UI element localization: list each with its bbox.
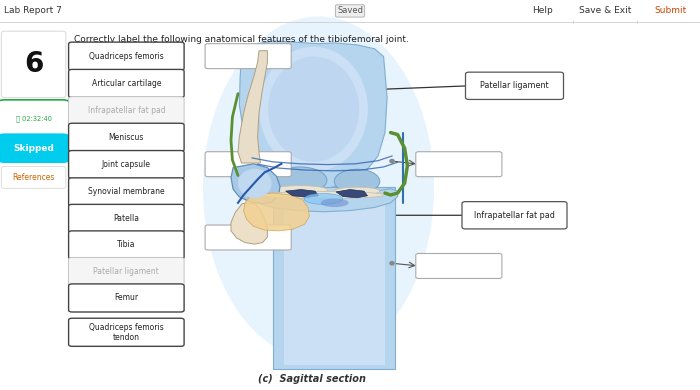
Polygon shape xyxy=(336,190,368,198)
Ellipse shape xyxy=(268,57,359,162)
FancyBboxPatch shape xyxy=(205,225,291,250)
Text: (c)  Sagittal section: (c) Sagittal section xyxy=(258,374,365,384)
FancyBboxPatch shape xyxy=(1,31,66,98)
FancyBboxPatch shape xyxy=(69,151,184,179)
FancyBboxPatch shape xyxy=(69,178,184,206)
Text: Saved: Saved xyxy=(337,6,363,16)
Text: Submit: Submit xyxy=(654,6,687,16)
Ellipse shape xyxy=(203,16,434,360)
Ellipse shape xyxy=(304,193,343,204)
Text: Femur: Femur xyxy=(114,293,139,303)
FancyBboxPatch shape xyxy=(1,167,66,188)
Ellipse shape xyxy=(262,191,385,199)
Text: Tibia: Tibia xyxy=(117,240,136,250)
FancyBboxPatch shape xyxy=(69,318,184,346)
Text: Patellar ligament: Patellar ligament xyxy=(480,81,549,90)
Ellipse shape xyxy=(389,261,395,266)
Text: Correctly label the following anatomical features of the tibiofemoral joint.: Correctly label the following anatomical… xyxy=(74,34,408,44)
FancyBboxPatch shape xyxy=(69,97,184,125)
Text: Meniscus: Meniscus xyxy=(108,133,144,142)
Ellipse shape xyxy=(272,167,327,193)
Ellipse shape xyxy=(272,186,328,194)
Ellipse shape xyxy=(335,187,379,195)
FancyBboxPatch shape xyxy=(416,152,502,177)
Ellipse shape xyxy=(321,199,349,207)
FancyBboxPatch shape xyxy=(205,152,291,177)
Text: Skipped: Skipped xyxy=(13,144,54,153)
Text: Synovial membrane: Synovial membrane xyxy=(88,187,164,197)
Text: ⌛ 02:32:40: ⌛ 02:32:40 xyxy=(15,115,52,122)
Text: Quadriceps femoris: Quadriceps femoris xyxy=(89,51,164,61)
Text: Help: Help xyxy=(532,6,553,16)
Ellipse shape xyxy=(238,168,272,198)
Polygon shape xyxy=(239,41,387,188)
FancyBboxPatch shape xyxy=(416,254,502,278)
FancyBboxPatch shape xyxy=(69,204,184,232)
Text: Infrapatellar fat pad: Infrapatellar fat pad xyxy=(88,106,165,115)
Ellipse shape xyxy=(335,169,379,193)
FancyBboxPatch shape xyxy=(69,257,184,285)
Text: Joint capsule: Joint capsule xyxy=(102,160,151,169)
Polygon shape xyxy=(231,164,280,204)
FancyBboxPatch shape xyxy=(462,202,567,229)
Text: Articular cartilage: Articular cartilage xyxy=(92,79,161,88)
FancyBboxPatch shape xyxy=(273,187,395,369)
FancyBboxPatch shape xyxy=(69,123,184,151)
FancyBboxPatch shape xyxy=(69,42,184,70)
FancyBboxPatch shape xyxy=(466,72,564,99)
FancyBboxPatch shape xyxy=(205,44,291,69)
Polygon shape xyxy=(248,189,398,212)
FancyBboxPatch shape xyxy=(69,69,184,98)
Text: Save & Exit: Save & Exit xyxy=(580,6,631,16)
Text: References: References xyxy=(13,173,55,182)
Text: Patellar ligament: Patellar ligament xyxy=(94,267,159,276)
Ellipse shape xyxy=(389,159,395,163)
Text: 6: 6 xyxy=(24,50,43,78)
FancyBboxPatch shape xyxy=(284,193,385,365)
FancyBboxPatch shape xyxy=(69,284,184,312)
FancyBboxPatch shape xyxy=(69,231,184,259)
Polygon shape xyxy=(286,190,318,197)
Text: Quadriceps femoris
tendon: Quadriceps femoris tendon xyxy=(89,323,164,342)
FancyBboxPatch shape xyxy=(0,133,71,163)
Text: Infrapatellar fat pad: Infrapatellar fat pad xyxy=(474,211,555,220)
Polygon shape xyxy=(238,51,267,163)
Polygon shape xyxy=(231,204,267,244)
Bar xyxy=(0,0,700,22)
Text: Lab Report 7: Lab Report 7 xyxy=(4,6,62,16)
Polygon shape xyxy=(244,193,309,231)
Ellipse shape xyxy=(260,47,368,172)
Text: Patella: Patella xyxy=(113,214,139,223)
FancyBboxPatch shape xyxy=(0,100,71,137)
